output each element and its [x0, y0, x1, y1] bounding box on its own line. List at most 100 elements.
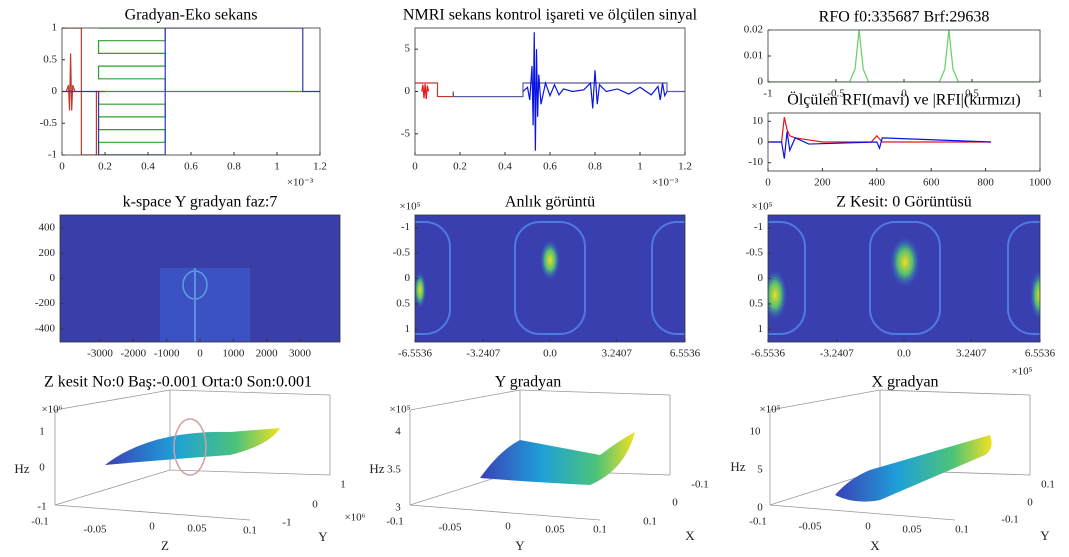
y-tick-label: -1 [48, 149, 57, 161]
z-axis-label: Hz [730, 459, 745, 474]
x-tick-label: -2000 [120, 348, 146, 360]
x-tick-label: -0.05 [799, 521, 822, 533]
x-tick-label: -3.2407 [820, 348, 854, 360]
y-tick-label: 0.1 [1041, 479, 1055, 491]
y-tick-label: 0.01 [744, 50, 763, 62]
y-tick-label: 1 [340, 479, 346, 491]
mask [685, 215, 768, 342]
data-line [97, 28, 166, 155]
box-edge [54, 389, 331, 521]
x-tick-label: 0.1 [243, 525, 257, 537]
z-axis-label: Hz [14, 461, 29, 476]
x-tick-label: -6.5536 [751, 348, 785, 360]
z-tick-label: 5 [757, 464, 763, 476]
x-tick-label: 0.8 [227, 161, 241, 173]
y-tick-label: -0.5 [40, 117, 58, 129]
chart-title: NMRI sekans kontrol işareti ve ölçülen s… [403, 7, 698, 24]
chart-title: Z Kesit: 0 Görüntüsü [836, 194, 972, 211]
z-tick-label: 10 [750, 426, 762, 438]
y-tick-label: 0 [758, 272, 764, 284]
z-tick-label: 4 [395, 426, 401, 438]
x-tick-label: 0.05 [902, 524, 922, 536]
snapshot-image [379, 215, 723, 342]
surface-3d [409, 389, 671, 521]
x-axis-label: Z [161, 538, 169, 553]
chart-title: Anlık görüntü [505, 194, 595, 211]
x-tick-label: 800 [977, 177, 994, 189]
z-tick-label: 3.5 [387, 464, 401, 476]
image-feature [763, 270, 787, 320]
mask [340, 215, 415, 342]
z-tick-label: 3 [395, 502, 401, 514]
x-tick-label: 0 [412, 161, 418, 173]
x-tick-label: 0.1 [593, 524, 607, 536]
x-tick-label: -0.5 [827, 88, 845, 100]
surface [105, 428, 280, 465]
x-tick-label: 1 [1037, 88, 1043, 100]
x-axis-label: X [870, 538, 880, 553]
x-tick-label: 0 [901, 88, 907, 100]
y-tick-label: 0 [672, 497, 678, 509]
x-tick-label: -0.1 [31, 516, 48, 528]
y-tick-label: -1 [282, 517, 291, 529]
y-tick-label: -200 [35, 297, 56, 309]
surface [835, 435, 992, 502]
x-tick-label: 0.2 [98, 161, 112, 173]
y-tick-label: 10 [752, 115, 764, 127]
y-tick-label: 400 [39, 222, 56, 234]
data-line [768, 117, 992, 143]
surface-3d [54, 389, 331, 521]
x-tick-label: -6.5536 [398, 348, 432, 360]
y-exponent: ×10⁶ [344, 512, 365, 524]
data-line [62, 28, 320, 155]
x-tick-label: 0.4 [498, 161, 512, 173]
data-line [768, 131, 992, 159]
x-tick-label: 3.2407 [602, 348, 633, 360]
y-tick-label: -1 [754, 221, 763, 233]
data-line [768, 30, 1040, 82]
z-tick-label: 1 [39, 426, 45, 438]
y-tick-label: 0.5 [749, 297, 763, 309]
axes-frame [414, 27, 686, 156]
y-tick-label: -0.5 [746, 247, 764, 259]
x-tick-label: 0.0 [897, 348, 911, 360]
z-tick-label: -1 [37, 501, 46, 513]
x-tick-label: 0.2 [453, 161, 467, 173]
x-exponent: ×10⁻³ [652, 177, 679, 189]
z-axis-label: Hz [369, 461, 384, 476]
y-tick-label: 0 [312, 499, 318, 511]
x-tick-label: 1000 [222, 348, 245, 360]
x-tick-label: 0 [197, 348, 203, 360]
x-tick-label: 0 [765, 177, 771, 189]
circle [173, 418, 207, 476]
y-tick-label: 200 [39, 247, 56, 259]
x-tick-label: 0 [865, 521, 871, 533]
y-tick-label: -0.1 [691, 479, 708, 491]
x-tick-label: 0.6 [184, 161, 198, 173]
image-feature [414, 272, 426, 308]
axes-frame [767, 29, 1041, 83]
chart-title: RFO f0:335687 Brf:29638 [819, 9, 990, 26]
x-tick-label: -3000 [87, 348, 113, 360]
x-tick-label: 1.2 [313, 161, 327, 173]
x-tick-label: 0.05 [545, 524, 565, 536]
box-edge [769, 389, 1031, 521]
surface [480, 432, 635, 485]
x-tick-label: -0.1 [749, 516, 766, 528]
x-tick-label: 0 [505, 521, 511, 533]
chart-title: Gradyan-Eko sekans [125, 7, 258, 24]
x-tick-label: 6.5536 [670, 348, 701, 360]
y-axis-label: Y [1040, 528, 1050, 543]
z-exponent: ×10⁵ [389, 404, 410, 416]
x-tick-label: 200 [814, 177, 831, 189]
z-tick-label: 0 [757, 502, 763, 514]
y-axis-label: Y [318, 529, 328, 544]
x-tick-label: -0.1 [386, 516, 403, 528]
x-tick-label: 2000 [256, 348, 279, 360]
y-tick-label: -5 [401, 127, 411, 139]
y-exponent: ×10⁵ [399, 201, 420, 213]
image-feature [514, 221, 586, 335]
y-tick-label: 0.02 [744, 24, 763, 36]
x-tick-label: 0.5 [965, 88, 979, 100]
